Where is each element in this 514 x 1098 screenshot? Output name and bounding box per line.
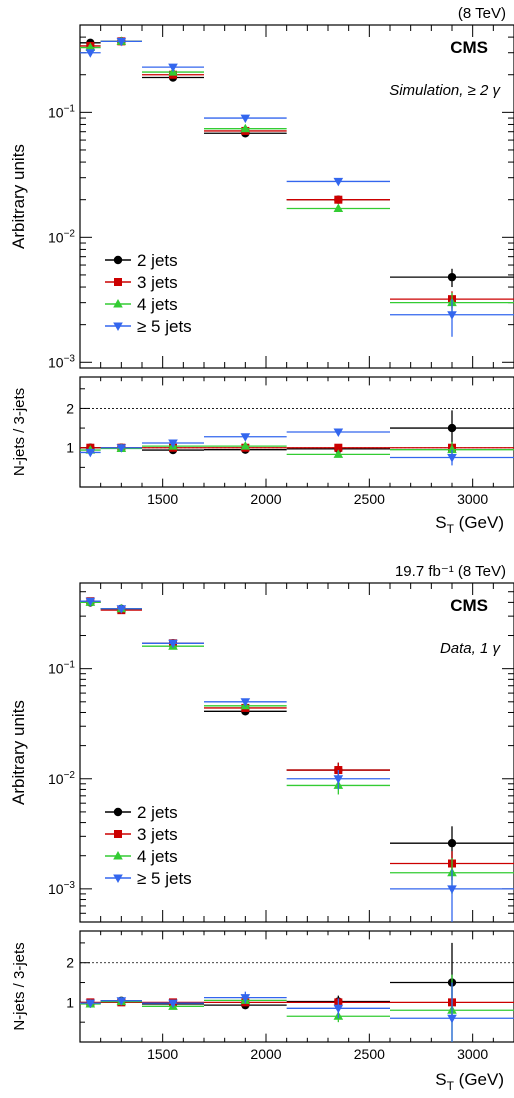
cms-label: CMS bbox=[450, 38, 488, 57]
x-tick-label: 2500 bbox=[354, 1046, 385, 1062]
data-point bbox=[85, 49, 96, 58]
data-point bbox=[168, 639, 178, 649]
x-tick-label: 2000 bbox=[250, 491, 281, 507]
ratio-point bbox=[116, 997, 127, 1006]
main-plot-frame bbox=[79, 24, 514, 369]
data-point bbox=[240, 114, 251, 124]
x-tick-label: 3000 bbox=[457, 1046, 488, 1062]
series-5-jets bbox=[80, 597, 514, 1042]
data-point bbox=[333, 775, 344, 784]
legend-marker bbox=[113, 322, 123, 331]
sample-label: Simulation, ≥ 2 γ bbox=[389, 82, 501, 99]
data-point bbox=[333, 203, 344, 213]
legend-label: 2 jets bbox=[137, 803, 178, 822]
ratio-point bbox=[334, 443, 343, 452]
y-tick-label: 10−3 bbox=[48, 880, 75, 897]
series-2-jets bbox=[80, 37, 514, 455]
ratio-point bbox=[333, 428, 344, 437]
ratio-point bbox=[85, 999, 96, 1009]
sample-label: Data, 1 γ bbox=[440, 640, 502, 657]
y-tick-label: 10−1 bbox=[48, 103, 75, 120]
data-point bbox=[447, 885, 457, 894]
ratio-point bbox=[116, 444, 127, 453]
series-4-jets bbox=[80, 36, 514, 458]
x-tick-label: 2000 bbox=[250, 1046, 281, 1062]
legend-marker bbox=[113, 874, 123, 883]
series-3-jets bbox=[80, 37, 514, 452]
lumi-label: 19.7 fb⁻¹ (8 TeV) bbox=[395, 563, 506, 580]
ratio-plot-frame bbox=[79, 376, 514, 488]
data-point bbox=[447, 272, 457, 282]
ratio-tick-label: 2 bbox=[66, 955, 74, 971]
series-5-jets bbox=[80, 37, 514, 466]
x-tick-label: 3000 bbox=[457, 491, 488, 507]
ratio-point bbox=[240, 441, 251, 450]
chart-panel-data: 19.7 fb⁻¹ (8 TeV) CMS Data, 1 γ Arbitrary u… bbox=[9, 563, 514, 1093]
ratio-tick-label: 1 bbox=[66, 994, 74, 1010]
ratio-point bbox=[85, 448, 96, 458]
y-axis-label: Arbitrary units bbox=[9, 144, 28, 249]
legend-marker bbox=[113, 299, 123, 308]
data-point bbox=[333, 177, 344, 187]
data-point bbox=[85, 597, 96, 607]
y-tick-label: 10−3 bbox=[48, 353, 75, 370]
data-point bbox=[85, 42, 96, 52]
data-point bbox=[240, 123, 251, 133]
legend-label: 4 jets bbox=[137, 295, 178, 314]
legend-label: ≥ 5 jets bbox=[137, 317, 192, 336]
legend-marker bbox=[113, 851, 123, 860]
chart-panel-simulation: (8 TeV) CMS Simulation, ≥ 2 γ Arbitrary uni… bbox=[9, 5, 514, 536]
x-axis-label: ST (GeV) bbox=[435, 1070, 504, 1093]
ratio-plot-frame bbox=[79, 930, 514, 1043]
x-tick-label: 2500 bbox=[354, 491, 385, 507]
x-axis-label: ST (GeV) bbox=[435, 513, 504, 536]
legend-marker bbox=[113, 255, 123, 265]
series-3-jets bbox=[80, 597, 514, 1007]
legend: 2 jets 3 jets 4 jets ≥ 5 jets bbox=[105, 803, 192, 888]
ratio-axis-label: N-jets / 3-jets bbox=[11, 388, 28, 476]
ratio-point bbox=[447, 444, 457, 454]
ratio-point bbox=[447, 423, 457, 433]
legend-label: 2 jets bbox=[137, 251, 178, 270]
data-point bbox=[168, 63, 178, 73]
ratio-tick-label: 1 bbox=[66, 440, 74, 456]
y-axis-label: Arbitrary units bbox=[9, 700, 28, 805]
legend-label: ≥ 5 jets bbox=[137, 869, 192, 888]
cms-label: CMS bbox=[450, 596, 488, 615]
data-point bbox=[447, 311, 457, 320]
data-point bbox=[334, 195, 343, 204]
x-tick-label: 1500 bbox=[147, 1046, 178, 1062]
energy-label: (8 TeV) bbox=[458, 5, 506, 22]
legend-label: 3 jets bbox=[137, 273, 178, 292]
ratio-point bbox=[447, 1014, 457, 1024]
data-point bbox=[116, 37, 127, 47]
legend-marker bbox=[114, 278, 122, 286]
ratio-point bbox=[240, 994, 251, 1003]
ratio-point bbox=[168, 999, 178, 1009]
data-point bbox=[116, 605, 127, 614]
y-tick-label: 10−1 bbox=[48, 660, 75, 677]
ratio-point bbox=[333, 1004, 344, 1014]
main-plot-frame bbox=[79, 582, 514, 923]
legend-label: 3 jets bbox=[137, 825, 178, 844]
y-tick-label: 10−2 bbox=[48, 228, 75, 245]
legend-marker bbox=[114, 830, 122, 838]
x-tick-label: 1500 bbox=[147, 491, 178, 507]
ratio-point bbox=[168, 439, 178, 448]
ratio-point bbox=[447, 454, 457, 463]
ratio-axis-label: N-jets / 3-jets bbox=[11, 942, 28, 1030]
data-point bbox=[447, 838, 457, 848]
legend-marker bbox=[113, 807, 123, 817]
legend-label: 4 jets bbox=[137, 847, 178, 866]
ratio-tick-label: 2 bbox=[66, 400, 74, 416]
y-tick-label: 10−2 bbox=[48, 770, 75, 787]
ratio-point bbox=[333, 449, 344, 458]
ratio-point bbox=[240, 433, 251, 442]
data-point bbox=[240, 698, 251, 707]
legend: 2 jets 3 jets 4 jets ≥ 5 jets bbox=[105, 251, 192, 336]
